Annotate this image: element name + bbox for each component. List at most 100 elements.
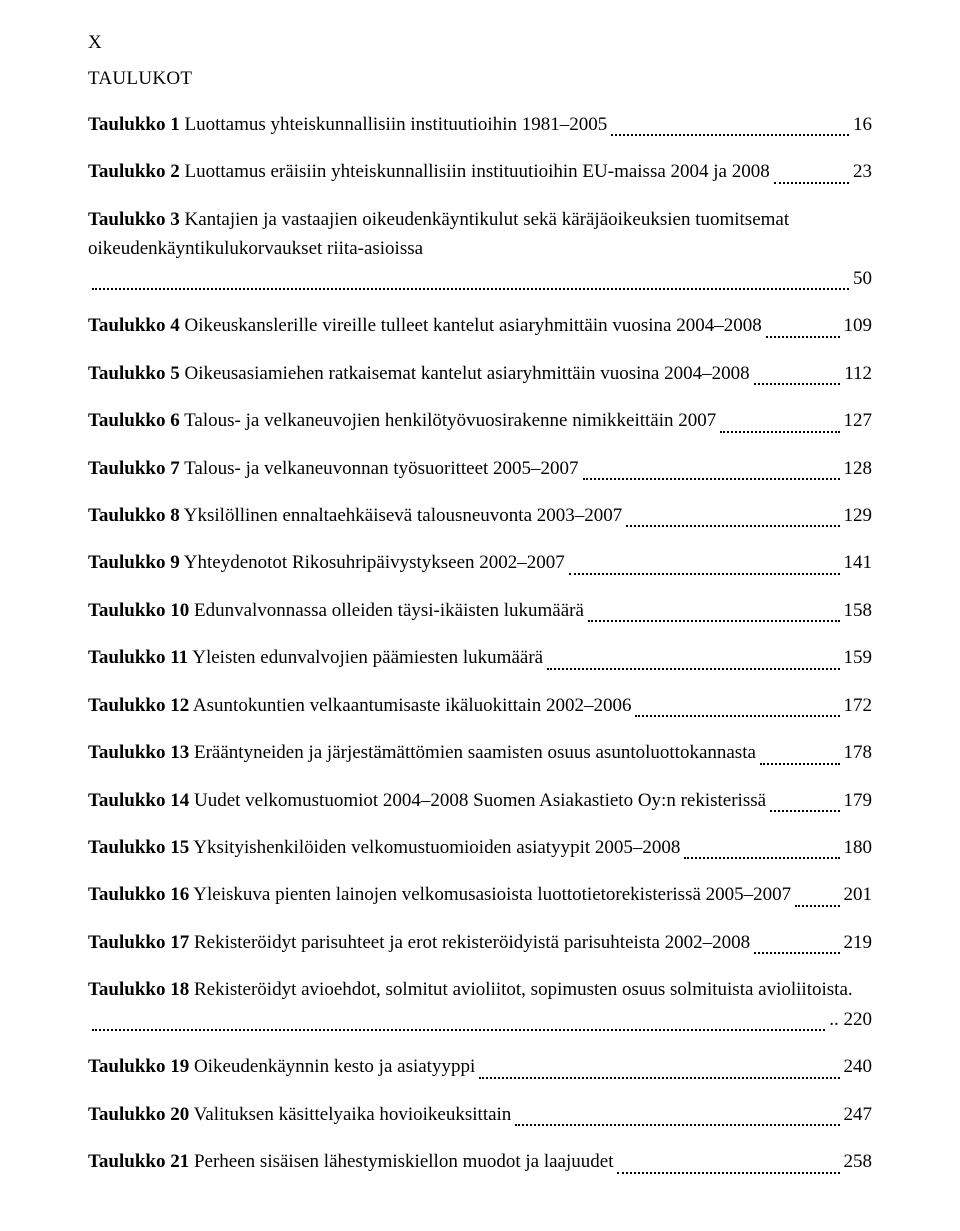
toc-entry: Taulukko 6 Talous- ja velkaneuvojien hen… [88, 406, 872, 435]
toc-entry-label: Taulukko 2 [88, 161, 180, 182]
toc-leader [515, 1109, 839, 1126]
toc-entry-label: Taulukko 13 [88, 742, 189, 763]
toc-leader [770, 795, 839, 812]
toc-leader [684, 842, 839, 859]
toc-entry-text: Taulukko 21 Perheen sisäisen lähestymisk… [88, 1147, 613, 1176]
toc-entry-text: Taulukko 3 Kantajien ja vastaajien oikeu… [88, 205, 872, 264]
toc-entry-label: Taulukko 3 [88, 209, 180, 230]
toc-entry-label: Taulukko 14 [88, 790, 189, 811]
toc-entry-title: Perheen sisäisen lähestymiskiellon muodo… [189, 1151, 613, 1172]
toc-entry-page: 178 [844, 738, 873, 767]
toc-entry-text: Taulukko 8 Yksilöllinen ennaltaehkäisevä… [88, 501, 622, 530]
toc-leader [617, 1156, 839, 1173]
toc-entry-title: Yksityishenkilöiden velkomustuomioiden a… [189, 837, 680, 858]
toc-entry-page: 180 [844, 833, 873, 862]
toc-entry-page: 16 [853, 110, 872, 139]
toc-entry-page: 159 [844, 643, 873, 672]
toc-entry-text: Taulukko 18 Rekisteröidyt avioehdot, sol… [88, 975, 853, 1004]
toc-leader [92, 1014, 825, 1031]
section-heading: TAULUKOT [88, 68, 872, 90]
toc-entry-page: 158 [844, 596, 873, 625]
toc-entry-text: Taulukko 16 Yleiskuva pienten lainojen v… [88, 880, 791, 909]
toc-entry-label: Taulukko 16 [88, 884, 189, 905]
toc-entry: Taulukko 10 Edunvalvonnassa olleiden täy… [88, 596, 872, 625]
toc-leader [547, 653, 839, 670]
toc-leader [92, 273, 849, 290]
toc-leader [754, 937, 839, 954]
toc-leader [626, 510, 839, 527]
toc-entry-page: .. 220 [829, 1005, 872, 1034]
toc-entry: Taulukko 14 Uudet velkomustuomiot 2004–2… [88, 786, 872, 815]
toc-entry-page: 201 [844, 880, 873, 909]
toc-entry-title: Erääntyneiden ja järjestämättömien saami… [189, 742, 756, 763]
toc-entry-label: Taulukko 12 [88, 695, 189, 716]
toc-entry-page: 50 [853, 264, 872, 293]
toc-entry-title: Oikeuskanslerille vireille tulleet kante… [180, 315, 762, 336]
toc-entry: Taulukko 1 Luottamus yhteiskunnallisiin … [88, 110, 872, 139]
toc-leader [774, 167, 849, 184]
toc-entry-title: Luottamus yhteiskunnallisiin instituutio… [180, 114, 608, 135]
toc-entry-title: Uudet velkomustuomiot 2004–2008 Suomen A… [189, 790, 766, 811]
toc-leader [720, 415, 839, 432]
toc-entry: Taulukko 8 Yksilöllinen ennaltaehkäisevä… [88, 501, 872, 530]
toc-entry-page: 109 [844, 311, 873, 340]
toc-entry-page: 127 [844, 406, 873, 435]
toc-entry-text: Taulukko 6 Talous- ja velkaneuvojien hen… [88, 406, 716, 435]
toc-entry-title: Rekisteröidyt parisuhteet ja erot rekist… [189, 932, 750, 953]
toc-entry-title: Yleisten edunvalvojien päämiesten lukumä… [188, 647, 543, 668]
toc-leader [754, 368, 841, 385]
toc-leader [795, 890, 839, 907]
toc-entry: Taulukko 11 Yleisten edunvalvojien päämi… [88, 643, 872, 672]
toc-entry-title: Yhteydenotot Rikosuhripäivystykseen 2002… [180, 552, 565, 573]
toc-entry-page: 240 [844, 1052, 873, 1081]
toc-entry-title: Edunvalvonnassa olleiden täysi-ikäisten … [189, 600, 584, 621]
toc-entry-page: 23 [853, 157, 872, 186]
toc-entry-text: Taulukko 5 Oikeusasiamiehen ratkaisemat … [88, 359, 750, 388]
toc-entry-text: Taulukko 19 Oikeudenkäynnin kesto ja asi… [88, 1052, 475, 1081]
toc-entry-page: 129 [844, 501, 873, 530]
toc-entry: Taulukko 4 Oikeuskanslerille vireille tu… [88, 311, 872, 340]
toc-entry-label: Taulukko 20 [88, 1104, 189, 1125]
toc-leader [479, 1062, 839, 1079]
toc-entry-title: Yleiskuva pienten lainojen velkomusasioi… [189, 884, 791, 905]
toc-entry-text: Taulukko 1 Luottamus yhteiskunnallisiin … [88, 110, 607, 139]
toc-entry-label: Taulukko 6 [88, 410, 180, 431]
toc-entry-label: Taulukko 19 [88, 1056, 189, 1077]
toc-entry-label: Taulukko 21 [88, 1151, 189, 1172]
toc-entry: Taulukko 16 Yleiskuva pienten lainojen v… [88, 880, 872, 909]
toc-leader [588, 605, 840, 622]
toc-entry-label: Taulukko 18 [88, 979, 189, 1000]
toc-entry-title: Kantajien ja vastaajien oikeudenkäyntiku… [88, 209, 789, 259]
toc-entry-label: Taulukko 8 [88, 505, 180, 526]
toc-entry-title: Rekisteröidyt avioehdot, solmitut avioli… [189, 979, 852, 1000]
toc-entry-page: 141 [844, 548, 873, 577]
page-marker: X [88, 32, 872, 54]
toc-entry-title: Yksilöllinen ennaltaehkäisevä talousneuv… [180, 505, 623, 526]
toc-leader [611, 119, 849, 136]
toc-entry-label: Taulukko 10 [88, 600, 189, 621]
toc-entry: Taulukko 19 Oikeudenkäynnin kesto ja asi… [88, 1052, 872, 1081]
toc-entry: Taulukko 21 Perheen sisäisen lähestymisk… [88, 1147, 872, 1176]
toc-entry-text: Taulukko 11 Yleisten edunvalvojien päämi… [88, 643, 543, 672]
toc-entry-text: Taulukko 15 Yksityishenkilöiden velkomus… [88, 833, 680, 862]
toc-entry-page: 179 [844, 786, 873, 815]
toc-entry-title: Talous- ja velkaneuvojien henkilötyövuos… [180, 410, 717, 431]
toc-entry-text: Taulukko 9 Yhteydenotot Rikosuhripäivyst… [88, 548, 565, 577]
toc-entry-text: Taulukko 20 Valituksen käsittelyaika hov… [88, 1100, 511, 1129]
toc-entry-label: Taulukko 7 [88, 458, 180, 479]
toc-entry: Taulukko 5 Oikeusasiamiehen ratkaisemat … [88, 359, 872, 388]
toc-entry-title: Talous- ja velkaneuvonnan työsuoritteet … [180, 458, 579, 479]
toc-leader [569, 558, 840, 575]
toc-entry: Taulukko 12 Asuntokuntien velkaantumisas… [88, 691, 872, 720]
toc-entry-title: Luottamus eräisiin yhteiskunnallisiin in… [180, 161, 770, 182]
toc-entry: Taulukko 2 Luottamus eräisiin yhteiskunn… [88, 157, 872, 186]
toc-list: Taulukko 1 Luottamus yhteiskunnallisiin … [88, 110, 872, 1177]
toc-entry-label: Taulukko 9 [88, 552, 180, 573]
toc-entry-text: Taulukko 10 Edunvalvonnassa olleiden täy… [88, 596, 584, 625]
toc-entry-title: Asuntokuntien velkaantumisaste ikäluokit… [189, 695, 631, 716]
toc-entry-page: 219 [844, 928, 873, 957]
toc-entry-text: Taulukko 14 Uudet velkomustuomiot 2004–2… [88, 786, 766, 815]
toc-entry: Taulukko 15 Yksityishenkilöiden velkomus… [88, 833, 872, 862]
toc-entry-page: 128 [844, 454, 873, 483]
toc-entry-title: Oikeudenkäynnin kesto ja asiatyyppi [189, 1056, 475, 1077]
